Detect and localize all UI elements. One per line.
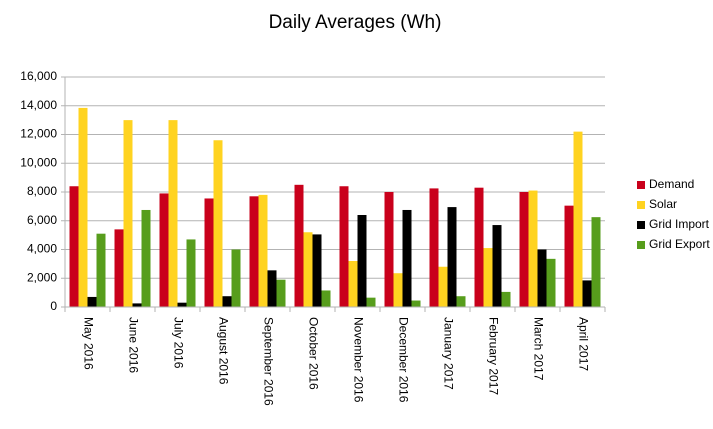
bar — [582, 280, 592, 307]
bar — [258, 194, 268, 307]
bar — [357, 215, 367, 307]
y-tick-label: 2,000 — [27, 270, 57, 284]
x-tick-label: April 2017 — [576, 317, 590, 371]
bar — [204, 198, 214, 307]
legend-swatch — [637, 181, 645, 189]
legend-swatch — [637, 241, 645, 249]
chart-title: Daily Averages (Wh) — [269, 12, 442, 33]
y-tick-label: 16,000 — [20, 69, 57, 83]
bar — [573, 131, 583, 307]
y-tick-label: 6,000 — [27, 213, 57, 227]
x-tick-label: February 2017 — [486, 317, 500, 395]
bar — [474, 187, 484, 307]
x-tick-label: May 2016 — [81, 317, 95, 370]
bar — [141, 209, 151, 307]
bar — [492, 225, 502, 307]
bar — [537, 249, 547, 307]
bar — [546, 258, 556, 307]
legend-swatch — [637, 221, 645, 229]
bar — [528, 190, 538, 307]
bar — [159, 193, 169, 307]
bar — [168, 120, 178, 307]
bar — [231, 249, 241, 307]
bar — [519, 192, 529, 307]
x-tick-label: November 2016 — [351, 317, 365, 403]
bar — [402, 209, 412, 307]
bar — [186, 239, 196, 307]
bar — [321, 290, 331, 307]
y-tick-label: 12,000 — [20, 127, 57, 141]
bar — [366, 297, 376, 307]
y-tick-label: 8,000 — [27, 184, 57, 198]
bar — [123, 120, 133, 307]
x-tick-label: January 2017 — [441, 317, 455, 390]
legend-label: Demand — [649, 177, 694, 191]
bar — [564, 205, 574, 307]
bar — [348, 261, 358, 307]
x-tick-label: July 2016 — [171, 317, 185, 369]
x-tick-label: September 2016 — [261, 317, 275, 406]
bar — [429, 188, 439, 307]
bar — [438, 266, 448, 307]
y-tick-label: 10,000 — [20, 155, 57, 169]
x-tick-label: August 2016 — [216, 317, 230, 385]
x-tick-label: October 2016 — [306, 317, 320, 390]
legend-label: Grid Export — [649, 237, 710, 251]
y-tick-label: 4,000 — [27, 242, 57, 256]
bar — [393, 273, 403, 307]
bar — [339, 186, 349, 307]
bar — [411, 300, 421, 307]
y-tick-label: 14,000 — [20, 98, 57, 112]
x-tick-label: December 2016 — [396, 317, 410, 403]
bar — [177, 302, 187, 307]
legend-swatch — [637, 201, 645, 209]
bar — [384, 192, 394, 307]
y-tick-label: 0 — [50, 299, 57, 313]
bar — [312, 234, 322, 307]
bar — [222, 296, 232, 307]
bar — [87, 296, 97, 307]
bar — [213, 140, 223, 307]
bar — [276, 279, 286, 307]
legend-label: Solar — [649, 197, 677, 211]
x-tick-label: March 2017 — [531, 317, 545, 381]
bar — [501, 291, 511, 307]
bar — [456, 296, 466, 307]
bar — [267, 270, 277, 307]
bar — [447, 207, 457, 307]
bar — [303, 232, 313, 307]
bar — [591, 217, 601, 307]
bar — [78, 107, 88, 307]
bar — [114, 229, 124, 307]
bar — [69, 186, 79, 307]
bar — [483, 248, 493, 307]
x-tick-label: June 2016 — [126, 317, 140, 373]
bar — [249, 196, 259, 307]
bar — [132, 303, 142, 307]
legend-label: Grid Import — [649, 217, 710, 231]
bar — [294, 184, 304, 307]
bar — [96, 233, 106, 307]
